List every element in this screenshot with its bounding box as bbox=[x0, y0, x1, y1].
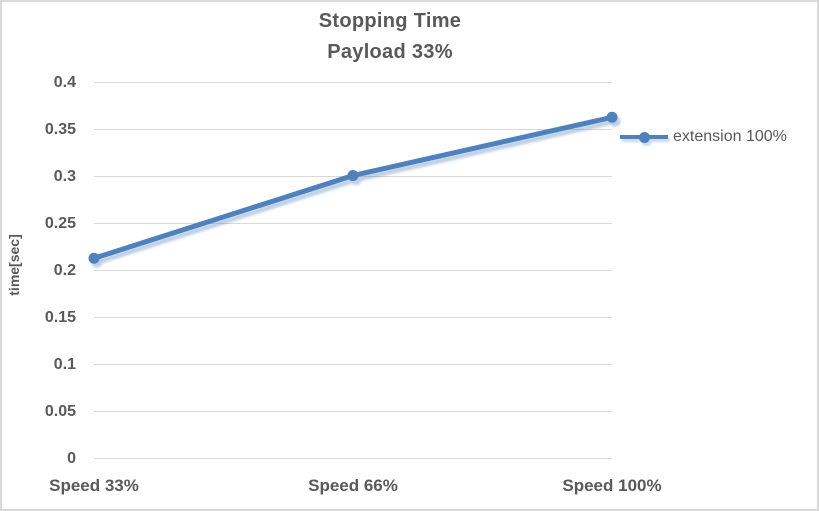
data-point-marker-1 bbox=[88, 252, 100, 264]
chart-title-line-2: Payload 33% bbox=[327, 41, 453, 63]
series-line bbox=[91, 114, 615, 261]
y-tick-label-0.35: 0.35 bbox=[44, 120, 76, 138]
y-tick-label-0.25: 0.25 bbox=[44, 214, 76, 232]
chart-title: Stopping Time Payload 33% bbox=[0, 6, 780, 68]
series-extension-100 bbox=[88, 111, 618, 264]
y-tick-label-0.05: 0.05 bbox=[44, 402, 76, 420]
x-category-label-2: Speed 66% bbox=[308, 476, 398, 495]
legend-label: extension 100% bbox=[673, 128, 787, 145]
legend-marker-dot-icon bbox=[639, 132, 650, 143]
legend: extension 100% bbox=[620, 127, 787, 147]
y-tick-label-0.2: 0.2 bbox=[53, 261, 76, 279]
chart-title-line-1: Stopping Time bbox=[318, 10, 462, 32]
y-tick-label-0.4: 0.4 bbox=[53, 73, 76, 91]
data-point-marker-2 bbox=[347, 170, 359, 182]
gridlines bbox=[94, 82, 612, 459]
y-tick-label-0.15: 0.15 bbox=[44, 308, 76, 326]
y-tick-label-0.3: 0.3 bbox=[53, 167, 76, 185]
x-category-label-1: Speed 33% bbox=[49, 476, 139, 495]
data-point-marker-3 bbox=[606, 111, 618, 123]
y-tick-label-0: 0 bbox=[67, 449, 76, 467]
y-tick-label-0.1: 0.1 bbox=[53, 355, 76, 373]
x-category-label-3: Speed 100% bbox=[562, 476, 662, 495]
legend-line-marker-swatch bbox=[620, 127, 668, 147]
